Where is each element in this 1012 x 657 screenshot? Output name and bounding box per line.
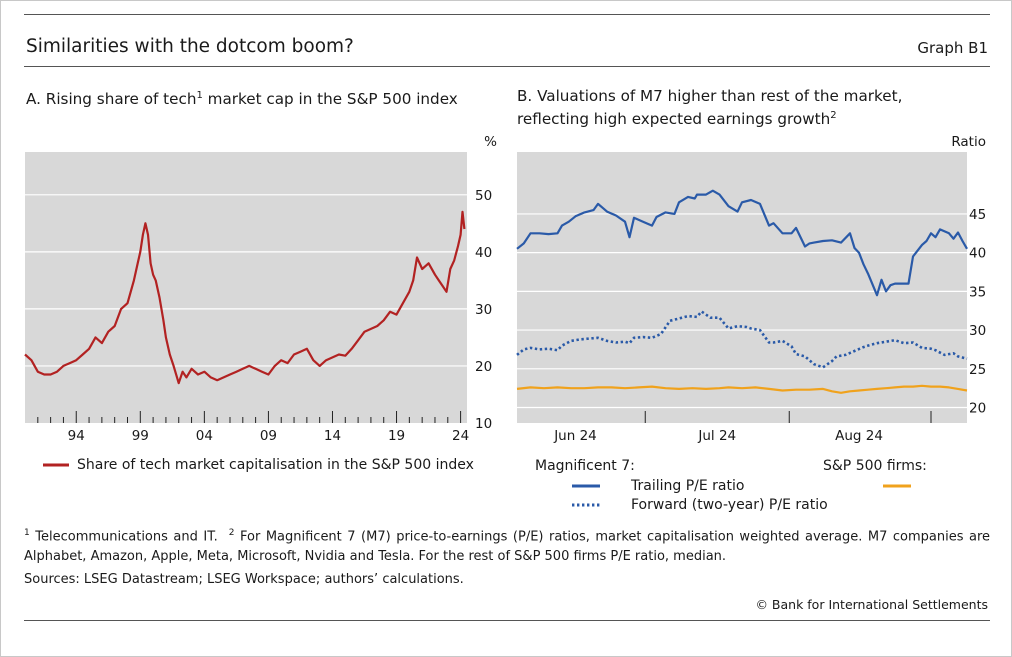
sources: Sources: LSEG Datastream; LSEG Workspace… bbox=[24, 572, 464, 587]
footnote-2: For Magnificent 7 (M7) price-to-earnings… bbox=[24, 529, 991, 565]
series-line-forward-pe bbox=[516, 310, 968, 369]
panel-a-title-part2: market cap in the S&P 500 index bbox=[202, 90, 458, 109]
series-line-sp500-pe bbox=[516, 384, 968, 394]
footnotes: 1 Telecommunications and IT. 2 For Magni… bbox=[24, 523, 990, 567]
y-tick-label-b: 45 bbox=[969, 207, 986, 223]
panel-a-title: A. Rising share of tech1 market cap in t… bbox=[26, 86, 458, 109]
graph-label: Graph B1 bbox=[917, 39, 988, 57]
plot-area-b bbox=[517, 152, 967, 423]
y-tick-label-b: 35 bbox=[969, 284, 986, 300]
y-tick-label-b: 30 bbox=[969, 323, 986, 339]
x-tick-label-a: 14 bbox=[324, 428, 341, 444]
x-tick-label-a: 99 bbox=[132, 428, 149, 444]
y-unit-label-a: % bbox=[484, 134, 497, 150]
legend-label-tech-share: Share of tech market capitalisation in t… bbox=[77, 457, 474, 473]
x-tick-label-a: 09 bbox=[260, 428, 277, 444]
legend-label-forward: Forward (two-year) P/E ratio bbox=[631, 497, 828, 513]
header-rule bbox=[24, 66, 990, 67]
legend-header-m7: Magnificent 7: bbox=[535, 458, 635, 474]
bottom-rule bbox=[24, 620, 990, 621]
y-unit-label-b: Ratio bbox=[951, 134, 986, 150]
x-tick-label-b: Jul 24 bbox=[697, 428, 736, 444]
panel-b-title: B. Valuations of M7 higher than rest of … bbox=[517, 86, 902, 129]
legend-label-trailing: Trailing P/E ratio bbox=[631, 478, 745, 494]
panel-b-title-line2: reflecting high expected earnings growth bbox=[517, 110, 831, 129]
top-rule bbox=[24, 14, 990, 15]
footnote-1: Telecommunications and IT. bbox=[35, 529, 218, 545]
series-line-trailing-pe bbox=[516, 189, 968, 297]
panel-a-title-part1: A. Rising share of tech bbox=[26, 90, 197, 109]
panel-a-title-footnote-mark: 1 bbox=[196, 90, 203, 101]
panel-b-title-line1: B. Valuations of M7 higher than rest of … bbox=[517, 87, 903, 105]
x-tick-label-a: 04 bbox=[196, 428, 213, 444]
panel-b-title-footnote-mark: 2 bbox=[830, 110, 837, 121]
page-title: Similarities with the dotcom boom? bbox=[26, 36, 354, 57]
x-tick-label-a: 19 bbox=[388, 428, 405, 444]
footnote-mark-1: 1 bbox=[24, 528, 30, 538]
y-tick-label-a: 40 bbox=[475, 245, 492, 261]
footnote-mark-2: 2 bbox=[228, 528, 235, 538]
series-line-tech-share bbox=[24, 210, 466, 385]
copyright: © Bank for International Settlements bbox=[755, 597, 988, 612]
y-tick-label-a: 50 bbox=[475, 188, 492, 204]
x-tick-label-a: 24 bbox=[452, 428, 469, 444]
y-tick-label-b: 20 bbox=[969, 401, 986, 417]
y-tick-label-a: 20 bbox=[475, 359, 492, 375]
y-tick-label-b: 40 bbox=[969, 246, 986, 262]
x-tick-label-a: 94 bbox=[68, 428, 85, 444]
y-tick-label-a: 30 bbox=[475, 302, 492, 318]
x-tick-label-b: Aug 24 bbox=[835, 428, 883, 444]
y-tick-label-a: 10 bbox=[475, 416, 492, 432]
legend-header-sp500: S&P 500 firms: bbox=[823, 458, 927, 474]
x-tick-label-b: Jun 24 bbox=[553, 428, 597, 444]
plot-area-a bbox=[25, 152, 467, 423]
y-tick-label-b: 25 bbox=[969, 362, 986, 378]
